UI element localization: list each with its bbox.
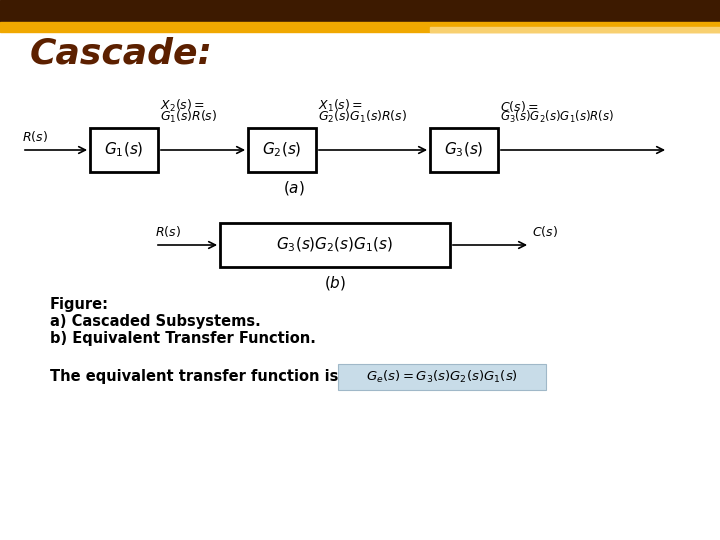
Text: $G_2(s)$: $G_2(s)$ [262, 141, 302, 159]
Text: $C(s)$: $C(s)$ [532, 224, 558, 239]
Text: a) Cascaded Subsystems.: a) Cascaded Subsystems. [50, 314, 261, 329]
Text: $C(s) =$: $C(s) =$ [500, 99, 539, 114]
Bar [430, 27, 720, 32]
Bar [220, 223, 450, 267]
Text: The equivalent transfer function is: The equivalent transfer function is [50, 369, 338, 384]
Text: $G_1(s)$: $G_1(s)$ [104, 141, 144, 159]
Text: $X_2(s) =$: $X_2(s) =$ [160, 98, 205, 114]
Text: $G_3(s)G_2(s)G_1(s)R(s)$: $G_3(s)G_2(s)G_1(s)R(s)$ [500, 109, 614, 125]
Text: $R(s)$: $R(s)$ [22, 129, 48, 144]
Text: $G_1(s)R(s)$: $G_1(s)R(s)$ [160, 109, 217, 125]
Text: $X_1(s) =$: $X_1(s) =$ [318, 98, 363, 114]
Text: Cascade:: Cascade: [30, 36, 213, 70]
Text: Figure:: Figure: [50, 297, 109, 312]
Text: $G_3(s)$: $G_3(s)$ [444, 141, 484, 159]
Bar [248, 128, 316, 172]
Bar [338, 364, 546, 390]
Bar [0, 22, 720, 32]
Text: $G_2(s)G_1(s)R(s)$: $G_2(s)G_1(s)R(s)$ [318, 109, 407, 125]
Text: $(\it{b})$: $(\it{b})$ [324, 274, 346, 292]
Bar [0, 0, 720, 22]
Bar [430, 128, 498, 172]
Text: $G_3(s)G_2(s)G_1(s)$: $G_3(s)G_2(s)G_1(s)$ [276, 236, 394, 254]
Text: $(\it{a})$: $(\it{a})$ [283, 179, 305, 197]
Text: $R(s)$: $R(s)$ [155, 224, 181, 239]
Text: $G_e(s) = G_3(s)G_2(s)G_1(s)$: $G_e(s) = G_3(s)G_2(s)G_1(s)$ [366, 369, 518, 385]
Bar [90, 128, 158, 172]
Text: b) Equivalent Transfer Function.: b) Equivalent Transfer Function. [50, 331, 316, 346]
